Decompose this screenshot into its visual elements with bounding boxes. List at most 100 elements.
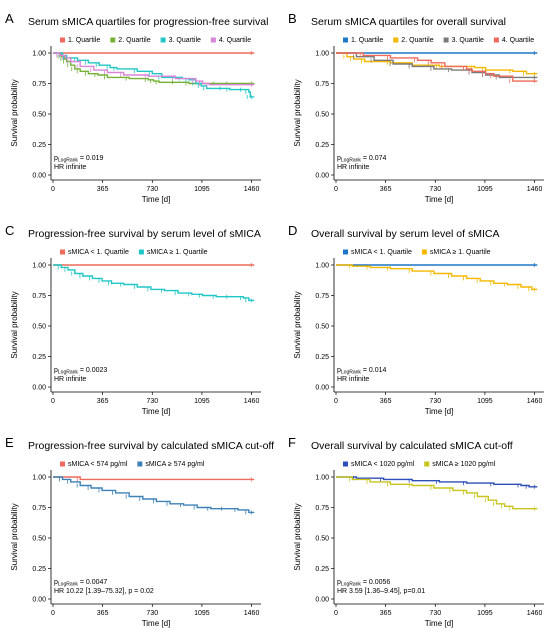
chart-title: Serum sMICA quartiles for overall surviv… — [311, 16, 506, 28]
y-tick-label: 0.25 — [32, 566, 46, 573]
x-tick-label: 730 — [146, 610, 158, 617]
series-line — [336, 52, 538, 82]
panel-c: C Progression-free survival by serum leve… — [5, 223, 261, 416]
x-axis-label: Time [d] — [142, 619, 171, 628]
legend-swatch — [110, 37, 116, 43]
panel-letter: A — [5, 11, 14, 26]
chart-title: Progression-free survival by calculated … — [28, 440, 274, 452]
x-tick-label: 1460 — [244, 610, 260, 617]
x-tick-label: 365 — [97, 186, 109, 193]
series-line — [53, 52, 255, 98]
x-tick-label: 730 — [429, 186, 441, 193]
hazard-ratio-label: HR infinite — [337, 164, 369, 171]
legend-swatch — [137, 461, 143, 467]
legend-swatch — [393, 37, 399, 43]
legend-swatch — [421, 249, 427, 255]
y-tick-label: 0.25 — [315, 354, 329, 361]
x-axis-label: Time [d] — [425, 407, 454, 416]
y-tick-label: 0.25 — [315, 566, 329, 573]
legend-swatch — [443, 37, 449, 43]
legend-label: sMICA ≥ 574 pg/ml — [145, 461, 205, 468]
hazard-ratio-label: HR infinite — [54, 376, 86, 383]
x-axis-label: Time [d] — [425, 195, 454, 204]
legend-label: sMICA < 1. Quartile — [68, 249, 129, 256]
x-axis-label: Time [d] — [425, 619, 454, 628]
legend-label: 4. Quartile — [219, 37, 251, 44]
legend-label: 1. Quartile — [351, 37, 383, 44]
p-value-label: pLogRank = 0.0056 — [337, 579, 390, 588]
legend-label: 3. Quartile — [452, 37, 484, 44]
p-value-label: pLogRank = 0.014 — [337, 367, 387, 376]
x-tick-label: 730 — [429, 398, 441, 405]
legend-label: sMICA ≥ 1020 pg/ml — [432, 461, 495, 468]
legend-swatch — [343, 37, 348, 43]
series-line — [53, 476, 255, 481]
y-tick-label: 0.00 — [315, 173, 329, 180]
y-tick-label: 1.00 — [32, 51, 46, 58]
y-tick-label: 0.50 — [315, 324, 329, 331]
legend-label: 1. Quartile — [68, 37, 100, 44]
y-axis-label: Survival probability — [10, 291, 19, 358]
legend-label: sMICA ≥ 1. Quartile — [430, 249, 491, 256]
y-tick-label: 0.00 — [32, 597, 46, 604]
x-tick-label: 1095 — [194, 398, 210, 405]
x-tick-label: 0 — [51, 186, 55, 193]
panel-b: B Serum sMICA quartiles for overall survi… — [288, 11, 544, 204]
legend-swatch — [343, 461, 348, 467]
x-tick-label: 1460 — [244, 186, 260, 193]
x-tick-label: 365 — [380, 398, 392, 405]
panel-letter: F — [288, 435, 296, 450]
hazard-ratio-label: HR 3.59 [1.36–9.45], p=0.01 — [337, 588, 425, 595]
y-tick-label: 1.00 — [315, 263, 329, 270]
y-tick-label: 0.25 — [315, 142, 329, 149]
x-tick-label: 365 — [380, 610, 392, 617]
series-line — [53, 52, 255, 85]
legend-label: sMICA < 574 pg/ml — [68, 461, 128, 468]
legend-swatch — [343, 249, 348, 255]
series-line — [53, 264, 255, 302]
y-tick-label: 0.25 — [32, 354, 46, 361]
panel-a: A Serum sMICA quartiles for progression-f… — [5, 11, 268, 204]
legend-swatch — [210, 37, 216, 43]
x-tick-label: 730 — [429, 610, 441, 617]
y-tick-label: 0.75 — [32, 81, 46, 88]
panel-d: D Overall survival by serum level of sMIC… — [288, 223, 544, 416]
y-tick-label: 0.75 — [315, 505, 329, 512]
x-tick-label: 1095 — [194, 186, 210, 193]
x-tick-label: 1460 — [527, 398, 543, 405]
legend-swatch — [160, 37, 166, 43]
p-value-label: pLogRank = 0.0047 — [54, 579, 107, 588]
x-axis-label: Time [d] — [142, 407, 171, 416]
chart-title: Overall survival by calculated sMICA cut… — [311, 440, 513, 452]
y-tick-label: 0.75 — [315, 81, 329, 88]
legend-label: 2. Quartile — [401, 37, 433, 44]
legend-label: 3. Quartile — [169, 37, 201, 44]
p-value-label: pLogRank = 0.019 — [54, 155, 104, 164]
legend-swatch — [138, 249, 144, 255]
y-tick-label: 0.00 — [315, 385, 329, 392]
y-tick-label: 0.00 — [32, 385, 46, 392]
series-line — [336, 264, 538, 291]
y-axis-label: Survival probability — [10, 503, 19, 570]
y-tick-label: 1.00 — [315, 475, 329, 482]
hazard-ratio-label: HR 10.22 [1.39–75.32], p = 0.02 — [54, 588, 154, 595]
legend-label: 4. Quartile — [502, 37, 534, 44]
panel-letter: C — [5, 223, 14, 238]
y-axis-label: Survival probability — [293, 291, 302, 358]
y-tick-label: 0.50 — [32, 324, 46, 331]
y-tick-label: 1.00 — [32, 263, 46, 270]
y-tick-label: 1.00 — [32, 475, 46, 482]
p-value-label: pLogRank = 0.0023 — [54, 367, 107, 376]
series-line — [53, 476, 255, 514]
x-tick-label: 1460 — [244, 398, 260, 405]
panel-letter: D — [288, 223, 297, 238]
panel-letter: E — [5, 435, 14, 450]
y-tick-label: 0.00 — [315, 597, 329, 604]
x-tick-label: 0 — [51, 398, 55, 405]
y-axis-label: Survival probability — [293, 503, 302, 570]
chart-title: Overall survival by serum level of sMICA — [311, 228, 499, 240]
y-axis-label: Survival probability — [293, 79, 302, 146]
y-tick-label: 0.50 — [315, 112, 329, 119]
y-tick-label: 0.75 — [32, 293, 46, 300]
